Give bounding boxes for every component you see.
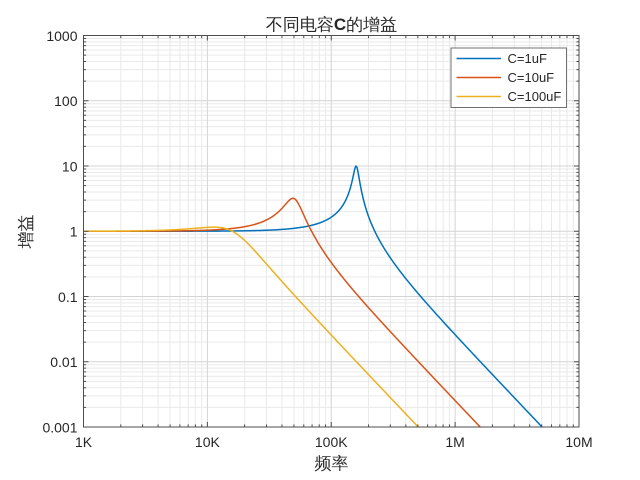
svg-text:1M: 1M xyxy=(445,434,464,450)
svg-text:1000: 1000 xyxy=(46,28,77,44)
svg-text:10: 10 xyxy=(62,158,78,174)
svg-text:1: 1 xyxy=(70,224,78,240)
svg-text:10M: 10M xyxy=(565,434,592,450)
svg-text:C=100uF: C=100uF xyxy=(508,89,562,104)
svg-text:C=10uF: C=10uF xyxy=(508,70,555,85)
svg-text:10K: 10K xyxy=(195,434,221,450)
svg-text:C=1uF: C=1uF xyxy=(508,51,547,66)
svg-text:0.001: 0.001 xyxy=(42,419,77,435)
svg-text:C: C xyxy=(334,15,346,34)
svg-text:1K: 1K xyxy=(75,434,93,450)
svg-text:100K: 100K xyxy=(315,434,348,450)
svg-text:0.01: 0.01 xyxy=(50,354,77,370)
svg-text:100: 100 xyxy=(54,93,78,109)
svg-text:0.1: 0.1 xyxy=(58,289,78,305)
